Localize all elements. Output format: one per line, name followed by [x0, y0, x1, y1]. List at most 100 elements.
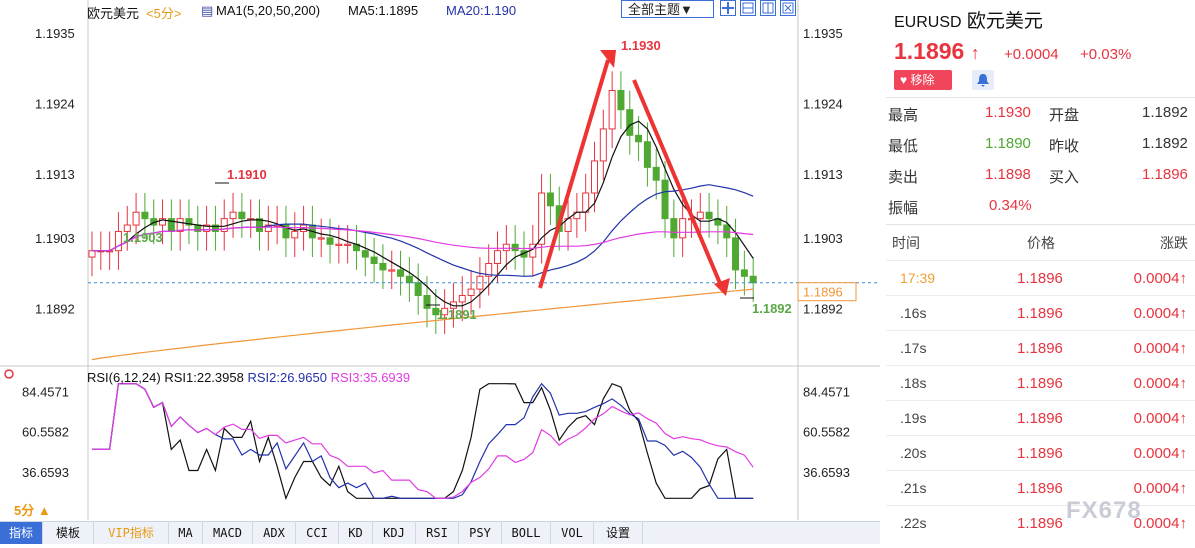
tick-time: .21s	[900, 480, 927, 496]
current-price-tag-label: 1.1896	[803, 285, 843, 300]
price-chart-svg[interactable]: 1.1935 1.1935 1.1924 1.1924 1.1913 1.1913 1.19…	[0, 0, 880, 520]
candle-body	[282, 224, 290, 239]
price-axis-label-left: 1.1935	[35, 26, 75, 41]
remove-watchlist-button[interactable]: ♥ 移除	[894, 70, 952, 90]
tick-price: 1.1896	[1017, 480, 1063, 497]
candle-body	[520, 250, 528, 258]
theme-dropdown-button[interactable]: 全部主题▼	[621, 0, 714, 18]
tab-indicator[interactable]: 指标	[0, 522, 43, 544]
candle-body	[185, 218, 193, 226]
price-axis-label-left: 1.1903	[35, 231, 75, 246]
tick-price: 1.1896	[1017, 410, 1063, 427]
tick-time: .16s	[900, 305, 927, 321]
candle-body	[238, 211, 246, 220]
candle-body	[141, 211, 149, 220]
downtrend-arrow	[632, 79, 724, 289]
tick-time: .17s	[900, 340, 927, 356]
tab-cci[interactable]: CCI	[296, 522, 339, 544]
candle-body	[546, 192, 554, 207]
rsi-axis-label-left: 84.4571	[22, 384, 69, 399]
rsi-legend-rsi1: RSI1:22.3958	[164, 370, 244, 385]
tab-kd[interactable]: KD	[339, 522, 373, 544]
tab-template[interactable]: 模板	[43, 522, 94, 544]
indicator-tab-bar: 指标 模板 VIP指标 MA MACD ADX CCI KD KDJ RSI P…	[0, 521, 880, 544]
stat-sell-value: 1.1898	[985, 166, 1031, 183]
divider	[886, 97, 1195, 98]
ma50-line	[92, 226, 754, 252]
rsi-axis-label-right: 36.6593	[803, 465, 850, 480]
ma200-line	[91, 288, 754, 361]
kline-chart-area[interactable]: 1.1935 1.1935 1.1924 1.1924 1.1913 1.1913 1.19…	[0, 0, 880, 548]
stat-open-label: 开盘	[1049, 107, 1080, 124]
candle-body	[264, 224, 272, 232]
ma20-line	[92, 184, 754, 277]
stat-amp-value: 0.34%	[989, 197, 1032, 214]
rsi-legend-rsi2: RSI2:26.9650	[247, 370, 327, 385]
candle-body	[652, 166, 660, 181]
candle-body	[326, 237, 334, 245]
ma5-line	[92, 120, 754, 307]
tick-time: .19s	[900, 410, 927, 426]
candle-body	[432, 307, 440, 316]
candle-body	[670, 218, 678, 239]
candle-body	[635, 134, 643, 143]
legend-ma-icon[interactable]: ▤	[201, 3, 214, 18]
tick-price: 1.1896	[1017, 270, 1063, 287]
tab-psy[interactable]: PSY	[459, 522, 502, 544]
tab-boll[interactable]: BOLL	[502, 522, 551, 544]
quote-change: +0.0004	[1004, 46, 1059, 63]
legend-ma5: MA5:1.1895	[348, 3, 419, 18]
tab-vip-indicator[interactable]: VIP指标	[94, 522, 169, 544]
candle-body	[511, 243, 519, 252]
fullscreen-icon[interactable]	[780, 0, 796, 16]
period-selector[interactable]: 5分 ▲	[14, 503, 51, 518]
crosshair-icon[interactable]	[720, 0, 736, 16]
tab-vol[interactable]: VOL	[551, 522, 594, 544]
stat-low-label: 最低	[888, 138, 919, 155]
rsi-legend: RSI(6,12,24) RSI1:22.3958 RSI2:26.9650 R…	[87, 370, 410, 385]
rsi-legend-label: RSI(6,12,24)	[87, 370, 161, 385]
tick-price: 1.1896	[1017, 305, 1063, 322]
candle-body	[749, 275, 757, 284]
layout-icon[interactable]	[740, 0, 756, 16]
candle-body	[361, 250, 369, 258]
tab-ma[interactable]: MA	[169, 522, 203, 544]
stat-buy-value: 1.1896	[1142, 166, 1188, 183]
tab-adx[interactable]: ADX	[253, 522, 296, 544]
candle-body	[643, 141, 651, 168]
tick-price: 1.1896	[1017, 445, 1063, 462]
rsi-legend-rsi3: RSI3:35.6939	[330, 370, 411, 385]
candle-body	[679, 218, 687, 239]
candle-body	[176, 218, 184, 232]
annotation-low-left: 1.1903	[123, 230, 163, 245]
tick-change: 0.0004↑	[1133, 515, 1187, 532]
tick-time: .22s	[900, 515, 927, 531]
price-axis-label-right: 1.1924	[803, 96, 843, 111]
price-axis-label-left: 1.1892	[35, 301, 75, 316]
tick-row: .16s 1.1896 0.0004↑	[886, 295, 1195, 331]
stat-high-label: 最高	[888, 107, 919, 124]
annotation-high: 1.1930	[621, 38, 661, 53]
tab-kdj[interactable]: KDJ	[373, 522, 416, 544]
tab-macd[interactable]: MACD	[203, 522, 253, 544]
quote-price: 1.1896 ↑	[894, 38, 980, 65]
candle-body	[626, 109, 634, 136]
tab-settings[interactable]: 设置	[594, 522, 643, 544]
stat-prev-label: 昨收	[1049, 138, 1080, 155]
alert-bell-button[interactable]	[972, 70, 994, 90]
candle-body	[88, 250, 96, 258]
price-axis-label-right: 1.1913	[803, 167, 843, 182]
tab-rsi[interactable]: RSI	[416, 522, 459, 544]
candle-body	[335, 243, 343, 246]
stat-prev-value: 1.1892	[1142, 135, 1188, 152]
rsi-axis-label-left: 60.5582	[22, 425, 69, 440]
candle-body	[441, 307, 449, 316]
current-price-tag	[797, 282, 857, 302]
candle-body	[344, 243, 352, 246]
legend-period-tag[interactable]: <5分>	[146, 6, 182, 21]
zoom-icon[interactable]	[760, 0, 776, 16]
legend-symbol-name: 欧元美元	[87, 6, 140, 21]
heart-icon: ♥	[900, 73, 908, 87]
indicator-toggle-icon	[4, 369, 14, 379]
tick-time: .18s	[900, 375, 927, 391]
